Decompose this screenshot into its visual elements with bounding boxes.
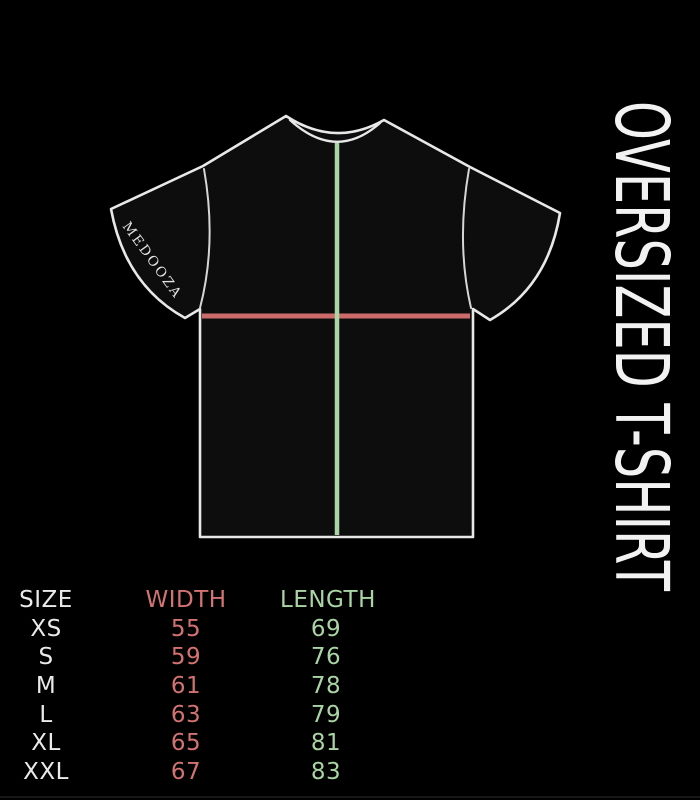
bottom-edge-line [0, 796, 700, 798]
size-value: XXL [23, 758, 69, 785]
table-row-l: L 63 79 [0, 700, 420, 729]
right-armhole-seam [462, 168, 472, 309]
width-value: 63 [170, 701, 202, 728]
page-title-vertical: OVERSIZED T-SHIRT [598, 101, 684, 592]
length-value: 83 [310, 758, 342, 785]
width-value: 67 [170, 758, 202, 785]
table-row-m: M 61 78 [0, 672, 420, 701]
size-value: XL [31, 730, 61, 757]
width-value: 65 [170, 730, 202, 757]
table-row-xs: XS 55 69 [0, 615, 420, 644]
width-value: 59 [170, 644, 202, 671]
size-value: XS [30, 615, 62, 642]
length-value: 69 [310, 615, 342, 642]
size-value: M [35, 673, 57, 700]
length-value: 79 [310, 701, 342, 728]
col-header-width: WIDTH [145, 587, 227, 614]
size-table-header-row: SIZE WIDTH LENGTH [0, 586, 420, 615]
size-table: SIZE WIDTH LENGTH XS 55 69 S 59 76 M 61 … [0, 586, 420, 786]
size-value: L [39, 701, 53, 728]
width-value: 61 [170, 673, 202, 700]
table-row-s: S 59 76 [0, 643, 420, 672]
length-value: 81 [310, 730, 342, 757]
col-header-length: LENGTH [280, 587, 376, 614]
length-value: 76 [310, 644, 342, 671]
left-armhole-seam [199, 168, 211, 309]
col-header-size: SIZE [19, 587, 73, 614]
width-value: 55 [170, 615, 202, 642]
size-value: S [38, 644, 54, 671]
collar-inner-line [288, 118, 382, 143]
length-value: 78 [310, 673, 342, 700]
table-row-xl: XL 65 81 [0, 729, 420, 758]
table-row-xxl: XXL 67 83 [0, 758, 420, 787]
